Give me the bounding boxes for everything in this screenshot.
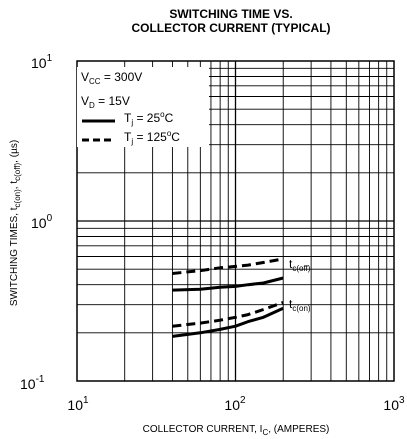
y-tick-label: 10-1 [20,374,45,392]
series-line-tc-on-125c [172,300,284,328]
y-tick-labels: 10-1 100 101 [20,53,53,392]
y-axis-label: SWITCHING TIMES, tc(on), tc(off), (µs) [9,140,22,306]
series-line-tc-off-25c [172,276,284,292]
legend: VCC = 300V VD = 15V Tj = 25oC Tj = 125oC [81,70,180,146]
legend-entry-125c: Tj = 125oC [124,129,180,146]
x-tick-label: 103 [383,395,405,413]
y-tick-label: 100 [31,213,53,231]
legend-entry-25c: Tj = 25oC [124,110,174,127]
x-tick-labels: 101 102 103 [67,395,405,413]
legend-condition-vcc: VCC = 300V [81,70,142,86]
chart-title-line-1: SWITCHING TIME VS. [169,7,292,21]
grid [77,61,394,381]
series [172,257,284,338]
series-line-tc-off-125c [172,257,284,275]
x-tick-label: 102 [224,395,246,413]
legend-background [77,67,209,147]
plot-frame [76,60,395,382]
x-axis-label: COLLECTOR CURRENT, IC, (AMPERES) [143,424,330,437]
label-tc-on: tc(on) [289,297,311,313]
legend-condition-vd: VD = 15V [81,94,130,110]
chart-title-line-2: COLLECTOR CURRENT (TYPICAL) [131,21,330,35]
x-tick-label: 101 [67,395,89,413]
series-line-tc-on-25c [172,306,284,338]
y-tick-label: 101 [31,53,53,71]
label-tc-off: tc(off) [289,257,311,273]
